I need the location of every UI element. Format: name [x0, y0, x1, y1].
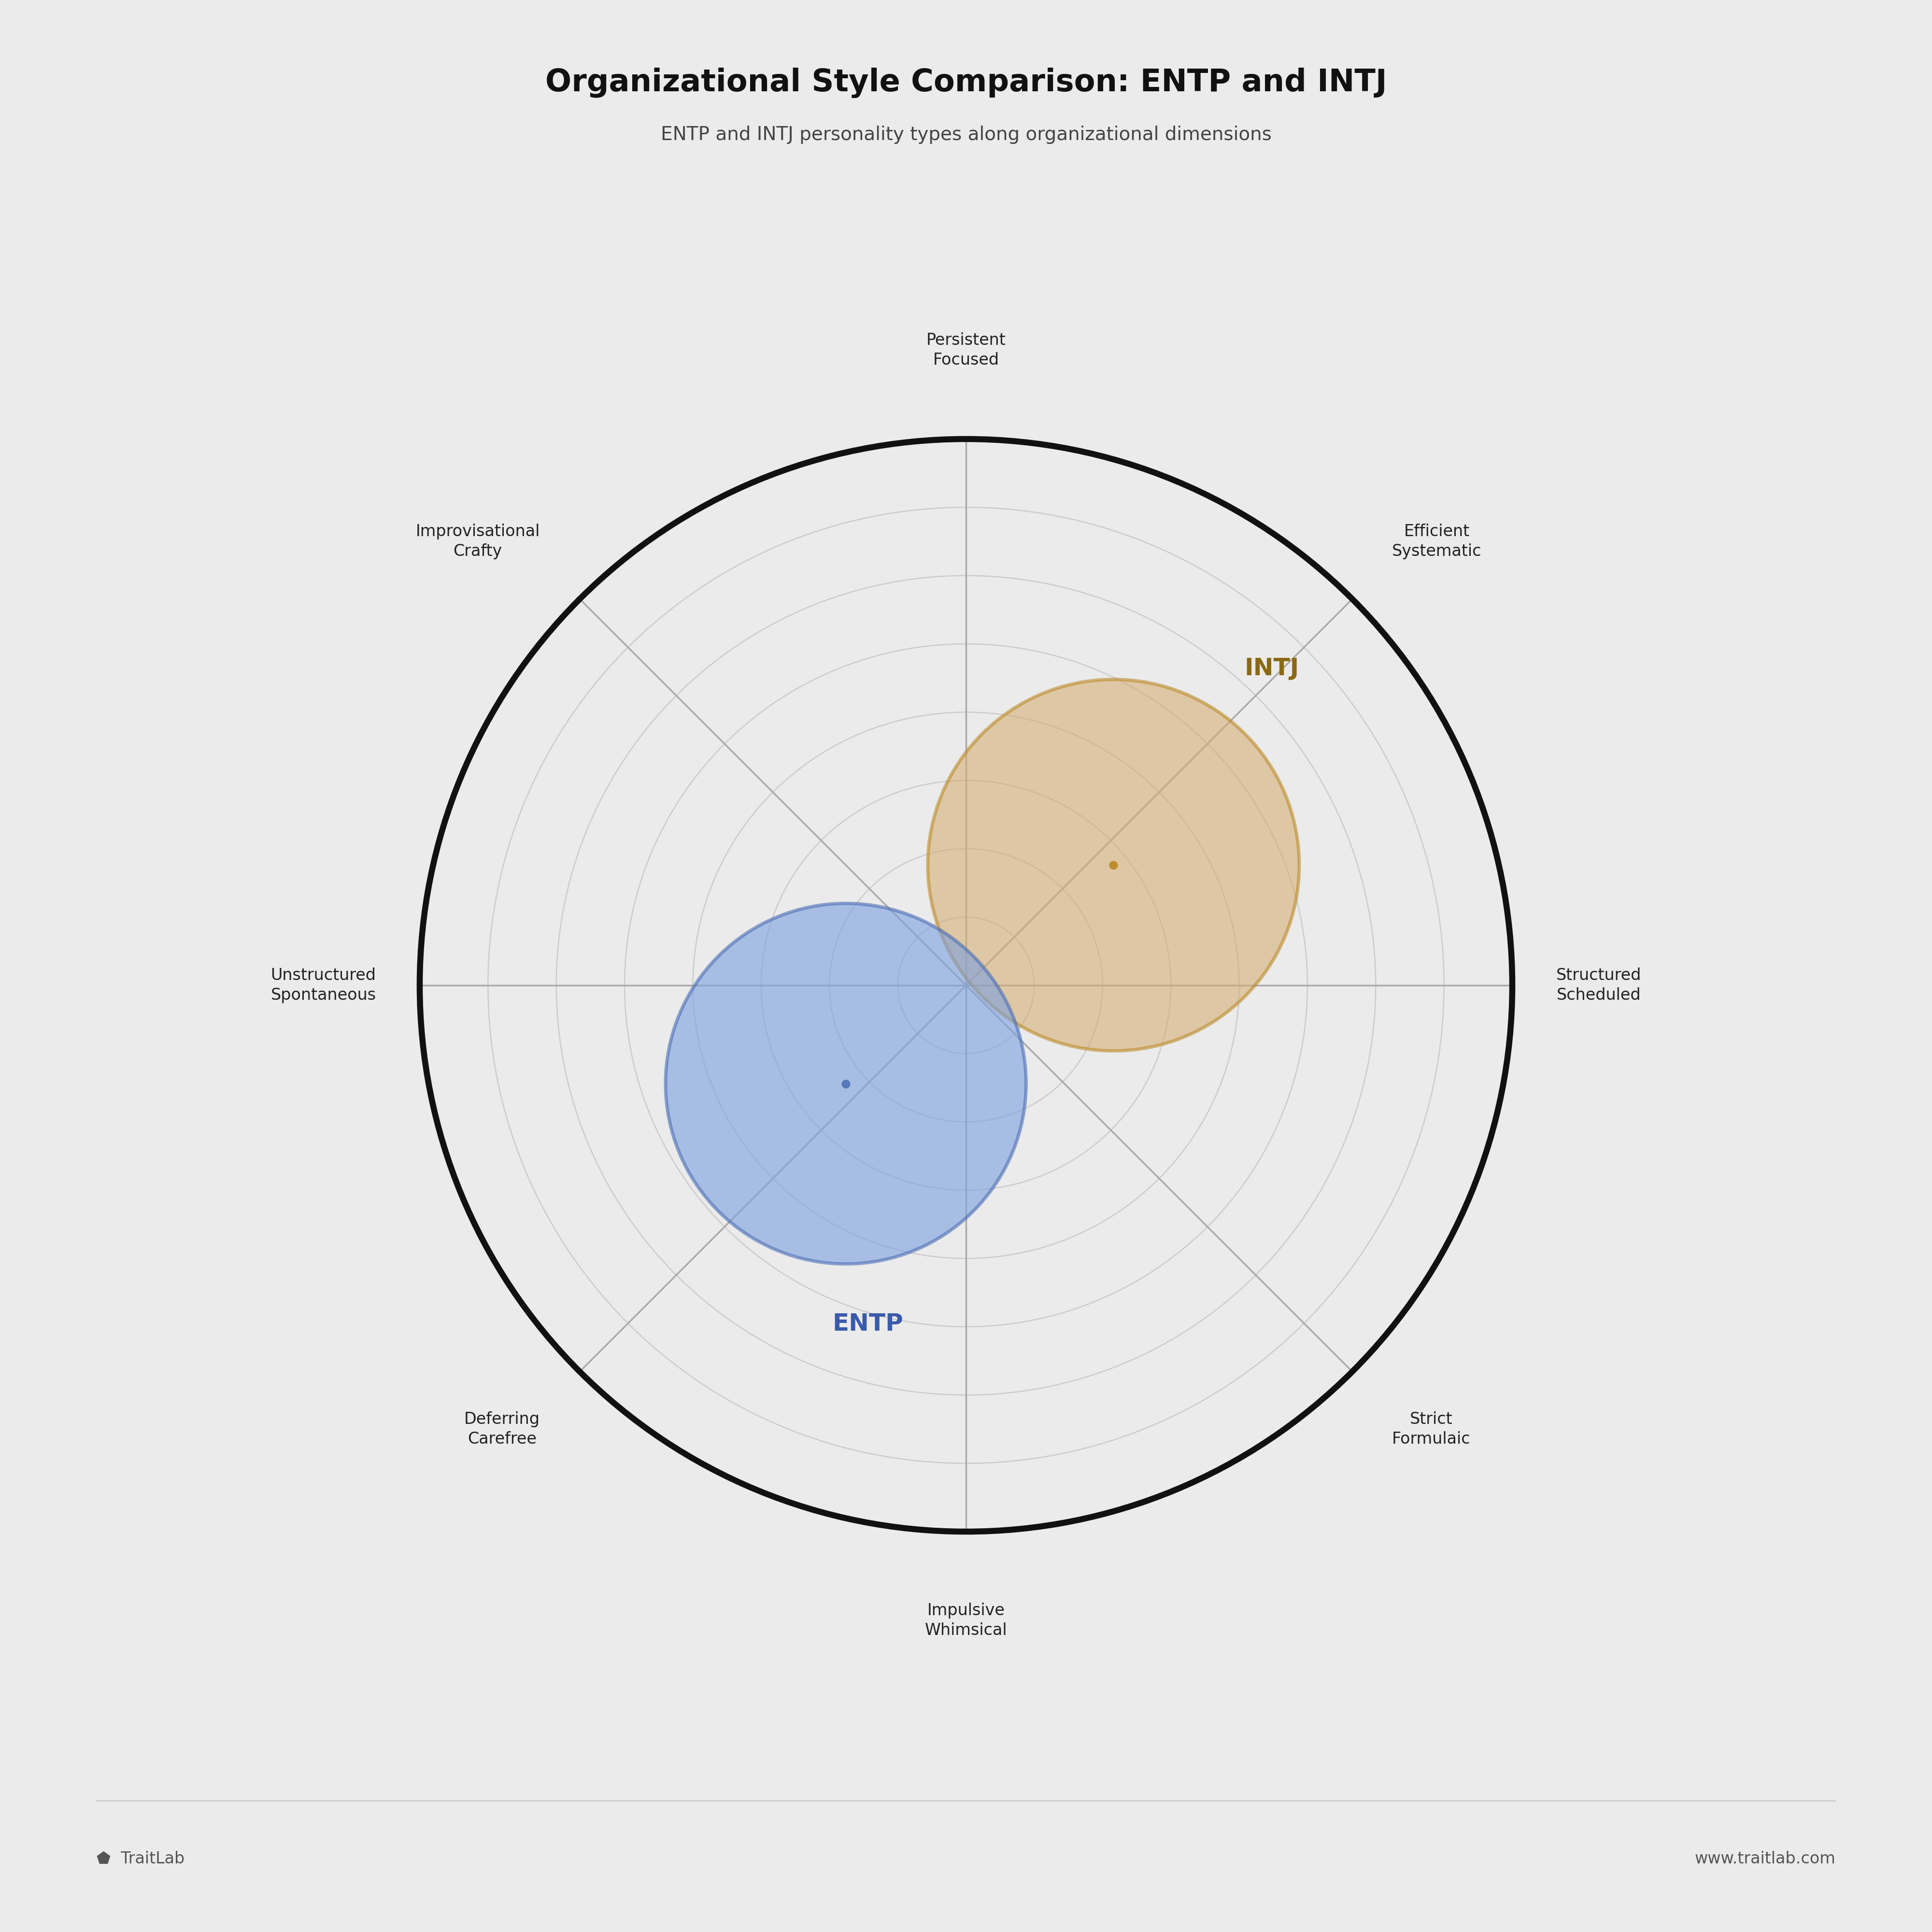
Text: Unstructured
Spontaneous: Unstructured Spontaneous [270, 968, 377, 1003]
Text: Impulsive
Whimsical: Impulsive Whimsical [925, 1604, 1007, 1638]
Text: ENTP: ENTP [833, 1312, 902, 1335]
Text: ENTP and INTJ personality types along organizational dimensions: ENTP and INTJ personality types along or… [661, 126, 1271, 145]
Text: Strict
Formulaic: Strict Formulaic [1393, 1412, 1470, 1447]
Text: Deferring
Carefree: Deferring Carefree [464, 1412, 539, 1447]
Text: www.traitlab.com: www.traitlab.com [1694, 1851, 1835, 1866]
Text: Organizational Style Comparison: ENTP and INTJ: Organizational Style Comparison: ENTP an… [545, 68, 1387, 99]
Text: ⬟  TraitLab: ⬟ TraitLab [97, 1851, 185, 1866]
Circle shape [665, 904, 1026, 1264]
Text: Persistent
Focused: Persistent Focused [925, 332, 1007, 367]
Text: Structured
Scheduled: Structured Scheduled [1555, 968, 1640, 1003]
Text: Efficient
Systematic: Efficient Systematic [1393, 524, 1482, 558]
Circle shape [927, 680, 1298, 1051]
Text: INTJ: INTJ [1244, 657, 1300, 680]
Text: Improvisational
Crafty: Improvisational Crafty [415, 524, 539, 558]
